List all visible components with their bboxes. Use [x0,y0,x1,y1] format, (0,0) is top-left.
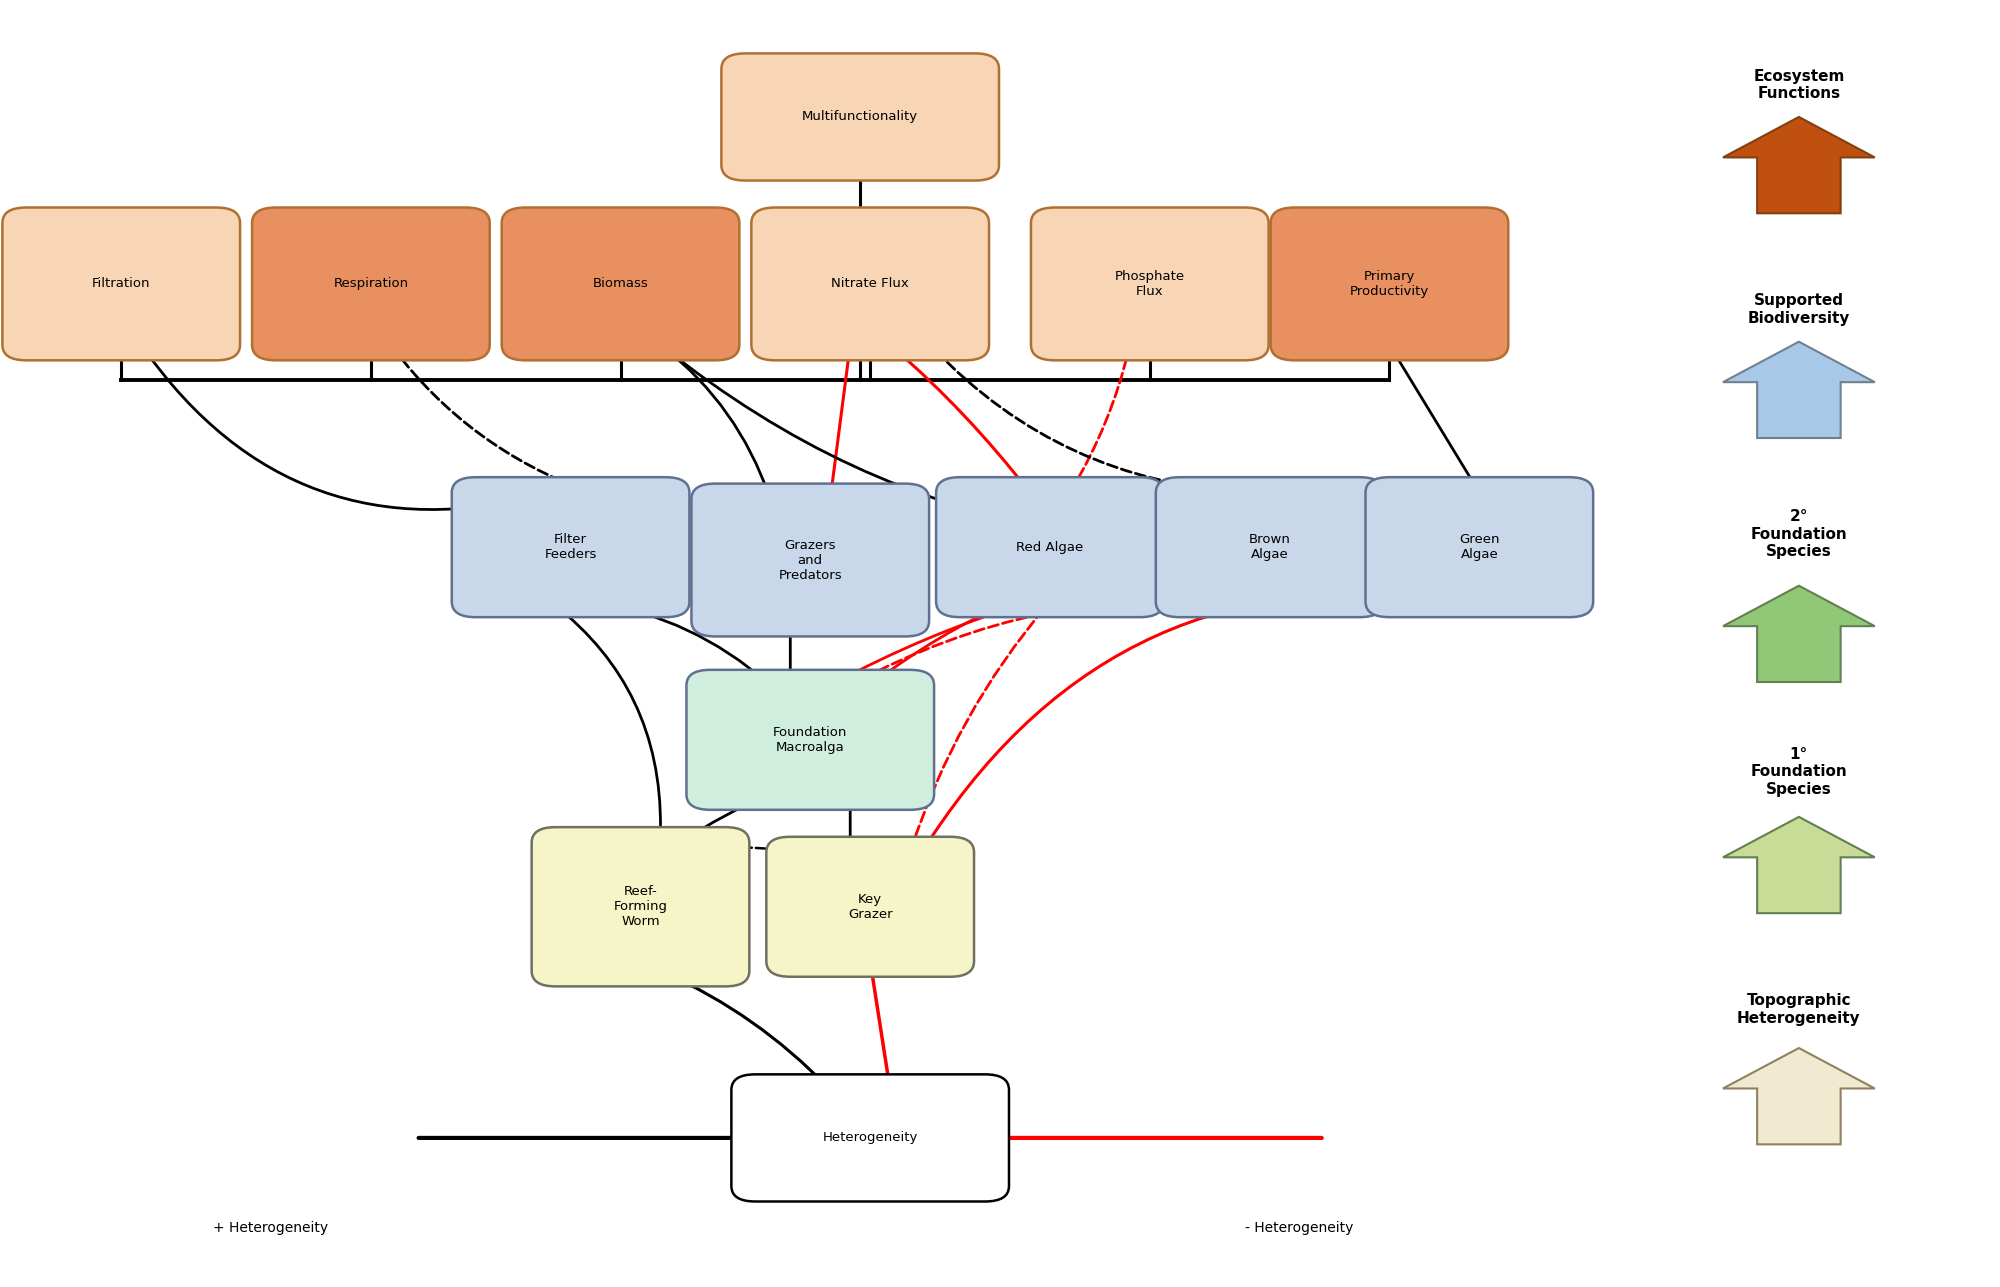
Text: Red Algae: Red Algae [1016,541,1084,553]
Text: Multifunctionality: Multifunctionality [802,111,918,124]
FancyBboxPatch shape [752,207,990,360]
FancyBboxPatch shape [692,484,930,637]
Text: + Heterogeneity: + Heterogeneity [214,1221,328,1234]
Polygon shape [1722,586,1874,682]
Text: Foundation
Macroalga: Foundation Macroalga [774,726,848,754]
Text: Topographic
Heterogeneity: Topographic Heterogeneity [1738,994,1860,1026]
FancyBboxPatch shape [722,53,1000,180]
FancyBboxPatch shape [1366,477,1594,618]
FancyBboxPatch shape [732,1075,1008,1202]
Polygon shape [1722,342,1874,438]
FancyBboxPatch shape [686,669,934,810]
FancyBboxPatch shape [502,207,740,360]
Text: Filter
Feeders: Filter Feeders [544,533,596,561]
Text: Heterogeneity: Heterogeneity [822,1131,918,1144]
Polygon shape [1722,1048,1874,1144]
Text: Nitrate Flux: Nitrate Flux [832,278,910,291]
Text: 2°
Foundation
Species: 2° Foundation Species [1750,510,1848,560]
Text: Filtration: Filtration [92,278,150,291]
FancyBboxPatch shape [2,207,240,360]
Text: Biomass: Biomass [592,278,648,291]
Text: Key
Grazer: Key Grazer [848,893,892,920]
FancyBboxPatch shape [1030,207,1268,360]
Text: Reef-
Forming
Worm: Reef- Forming Worm [614,885,668,928]
FancyBboxPatch shape [1270,207,1508,360]
FancyBboxPatch shape [936,477,1164,618]
Text: Supported
Biodiversity: Supported Biodiversity [1748,293,1850,326]
Text: Primary
Productivity: Primary Productivity [1350,270,1430,297]
Text: Phosphate
Flux: Phosphate Flux [1114,270,1184,297]
FancyBboxPatch shape [1156,477,1384,618]
Text: Respiration: Respiration [334,278,408,291]
Text: Ecosystem
Functions: Ecosystem Functions [1754,68,1844,102]
Text: Brown
Algae: Brown Algae [1248,533,1290,561]
FancyBboxPatch shape [252,207,490,360]
Text: - Heterogeneity: - Heterogeneity [1246,1221,1354,1234]
Polygon shape [1722,117,1874,214]
FancyBboxPatch shape [532,828,750,986]
Text: Grazers
and
Predators: Grazers and Predators [778,538,842,582]
FancyBboxPatch shape [452,477,690,618]
Text: 1°
Foundation
Species: 1° Foundation Species [1750,746,1848,797]
FancyBboxPatch shape [766,837,974,977]
Polygon shape [1722,817,1874,914]
Text: Green
Algae: Green Algae [1460,533,1500,561]
